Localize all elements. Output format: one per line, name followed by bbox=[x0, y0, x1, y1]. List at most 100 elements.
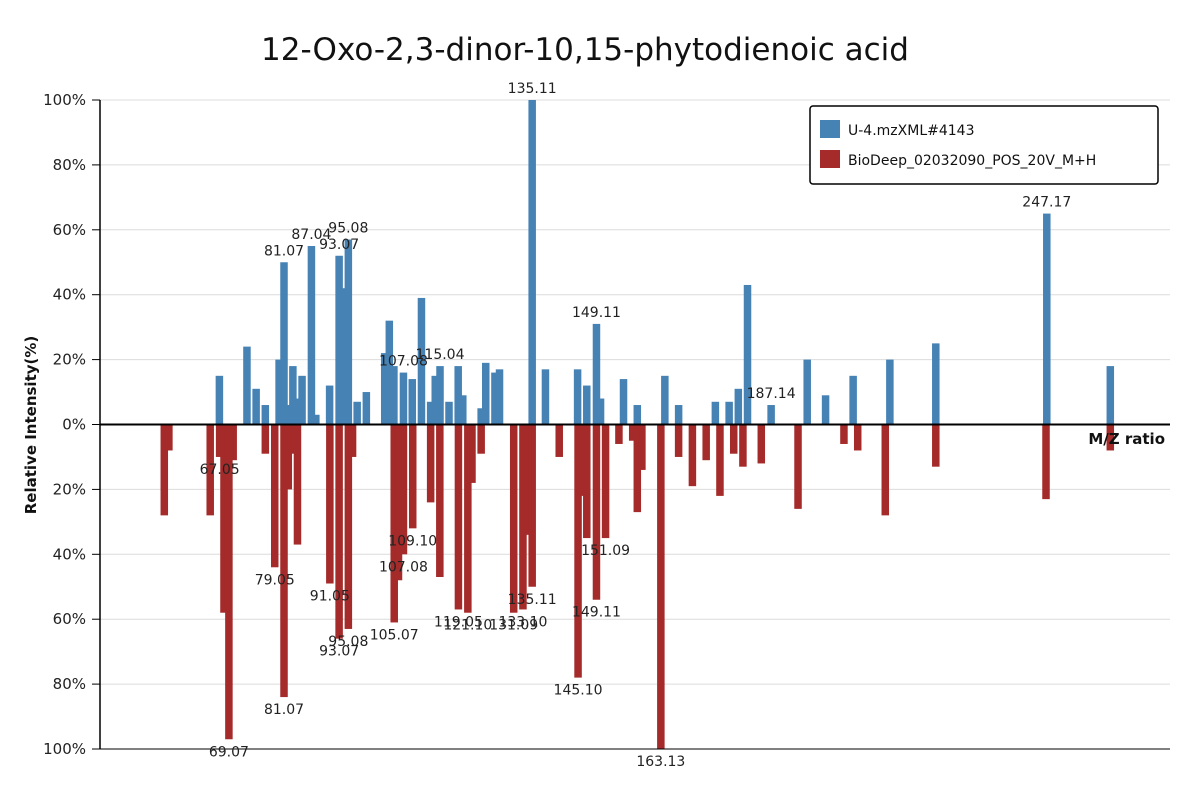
sample-peak-bar bbox=[459, 395, 467, 425]
y-tick-label: 40% bbox=[53, 545, 86, 563]
sample-peak-bar bbox=[390, 366, 398, 425]
bars-group bbox=[160, 100, 1115, 749]
sample-peak-bar bbox=[325, 385, 334, 425]
reference-peak-bar bbox=[408, 424, 417, 529]
reference-peak-bar bbox=[326, 424, 334, 584]
sample-peak-bar bbox=[725, 401, 733, 425]
sample-peak-bar bbox=[1106, 366, 1115, 425]
sample-peak-bar bbox=[711, 401, 720, 425]
sample-peak-bar bbox=[243, 346, 251, 425]
reference-peak-label: 133.10 bbox=[498, 614, 547, 630]
sample-peak-bar bbox=[426, 401, 435, 425]
reference-peak-bar bbox=[215, 424, 224, 457]
reference-peak-bar bbox=[528, 424, 536, 587]
sample-peak-bar bbox=[275, 359, 283, 425]
reference-peak-bar bbox=[583, 424, 591, 539]
sample-peak-label: 87.04 bbox=[291, 227, 331, 243]
reference-peak-label: 121.10 bbox=[443, 618, 492, 634]
sample-peak-bar bbox=[339, 288, 348, 425]
sample-peak-bar bbox=[454, 366, 462, 425]
reference-peak-bar bbox=[757, 424, 766, 464]
y-tick-label: 100% bbox=[43, 91, 86, 109]
sample-peak-bar bbox=[307, 246, 316, 425]
chart-title: 12-Oxo-2,3-dinor-10,15-phytodienoic acid bbox=[261, 32, 909, 68]
reference-peak-label: 151.09 bbox=[581, 543, 630, 559]
y-tick-label: 80% bbox=[53, 156, 86, 174]
reference-peak-bar bbox=[633, 424, 642, 513]
reference-peak-bar bbox=[284, 424, 293, 490]
reference-peak-bar bbox=[220, 424, 228, 613]
sample-peak-bar bbox=[932, 343, 940, 425]
reference-peak-bar bbox=[574, 424, 582, 678]
reference-peak-bar bbox=[853, 424, 862, 451]
reference-peak-bar bbox=[688, 424, 697, 487]
peak-labels-group: 81.0787.0493.0795.08107.08115.04135.1114… bbox=[200, 81, 1072, 770]
legend-label: BioDeep_02032090_POS_20V_M+H bbox=[848, 153, 1096, 169]
reference-peak-bar bbox=[739, 424, 747, 467]
sample-peak-bar bbox=[583, 385, 591, 425]
sample-peak-bar bbox=[482, 362, 490, 425]
reference-peak-label: 105.07 bbox=[370, 627, 419, 643]
sample-peak-bar bbox=[495, 369, 504, 425]
reference-peak-bar bbox=[270, 424, 279, 568]
reference-peak-bar bbox=[335, 424, 343, 639]
y-tick-label: 40% bbox=[53, 286, 86, 304]
reference-peak-bar bbox=[657, 424, 665, 749]
sample-peak-label: 247.17 bbox=[1022, 195, 1071, 211]
reference-peak-bar bbox=[674, 424, 683, 457]
sample-peak-bar bbox=[849, 375, 857, 425]
sample-peak-label: 95.08 bbox=[328, 221, 368, 237]
sample-peak-bar bbox=[289, 366, 297, 425]
sample-peak-bar bbox=[528, 100, 536, 425]
reference-peak-bar bbox=[881, 424, 890, 516]
sample-peak-bar bbox=[431, 375, 439, 425]
reference-peak-bar bbox=[225, 424, 233, 740]
sample-peak-bar bbox=[385, 320, 394, 425]
reference-peak-bar bbox=[289, 424, 297, 454]
sample-peak-bar bbox=[633, 405, 642, 425]
sample-peak-label: 81.07 bbox=[264, 243, 304, 259]
reference-peak-label: 109.10 bbox=[388, 533, 437, 549]
reference-peak-bar bbox=[615, 424, 623, 444]
sample-peak-label: 93.07 bbox=[319, 237, 359, 253]
reference-peak-bar bbox=[628, 424, 637, 441]
sample-peak-bar bbox=[743, 284, 752, 425]
reference-peak-label: 131.09 bbox=[489, 618, 538, 634]
reference-peak-bar bbox=[426, 424, 435, 503]
reference-peak-bar bbox=[394, 424, 403, 581]
reference-peak-bar bbox=[261, 424, 270, 454]
sample-peak-bar bbox=[344, 239, 353, 425]
reference-peak-bar bbox=[601, 424, 610, 539]
reference-peak-bar bbox=[464, 424, 472, 613]
reference-peak-label: 69.07 bbox=[209, 744, 249, 760]
reference-peak-bar bbox=[716, 424, 724, 496]
sample-peak-bar bbox=[312, 414, 320, 425]
reference-peak-bar bbox=[1042, 424, 1050, 500]
reference-peak-bar bbox=[638, 424, 646, 470]
sample-peak-bar bbox=[592, 323, 601, 425]
reference-peak-bar bbox=[399, 424, 408, 555]
sample-peak-label: 135.11 bbox=[508, 81, 557, 97]
reference-peak-bar bbox=[468, 424, 476, 483]
reference-peak-bar bbox=[729, 424, 738, 454]
sample-peak-label: 187.14 bbox=[747, 386, 796, 402]
sample-peak-bar bbox=[436, 366, 444, 425]
reference-peak-bar bbox=[436, 424, 444, 578]
reference-peak-bar bbox=[280, 424, 288, 698]
reference-peak-label: 95.08 bbox=[328, 634, 368, 650]
reference-peak-bar bbox=[702, 424, 710, 461]
y-tick-label: 60% bbox=[53, 610, 86, 628]
reference-peak-label: 119.05 bbox=[434, 614, 483, 630]
x-axis-label: M/Z ratio bbox=[1088, 430, 1165, 448]
sample-peak-bar bbox=[596, 398, 605, 425]
sample-peak-bar bbox=[821, 395, 830, 425]
sample-peak-bar bbox=[661, 375, 669, 425]
legend: U-4.mzXML#4143 BioDeep_02032090_POS_20V_M… bbox=[809, 105, 1159, 185]
y-tick-label: 60% bbox=[53, 221, 86, 239]
sample-peak-bar bbox=[353, 401, 361, 425]
sample-peak-label: 149.11 bbox=[572, 305, 621, 321]
reference-peak-bar bbox=[206, 424, 214, 516]
reference-peak-label: 67.05 bbox=[200, 462, 240, 478]
reference-peak-bar bbox=[840, 424, 848, 444]
sample-peak-label: 107.08 bbox=[379, 354, 428, 370]
